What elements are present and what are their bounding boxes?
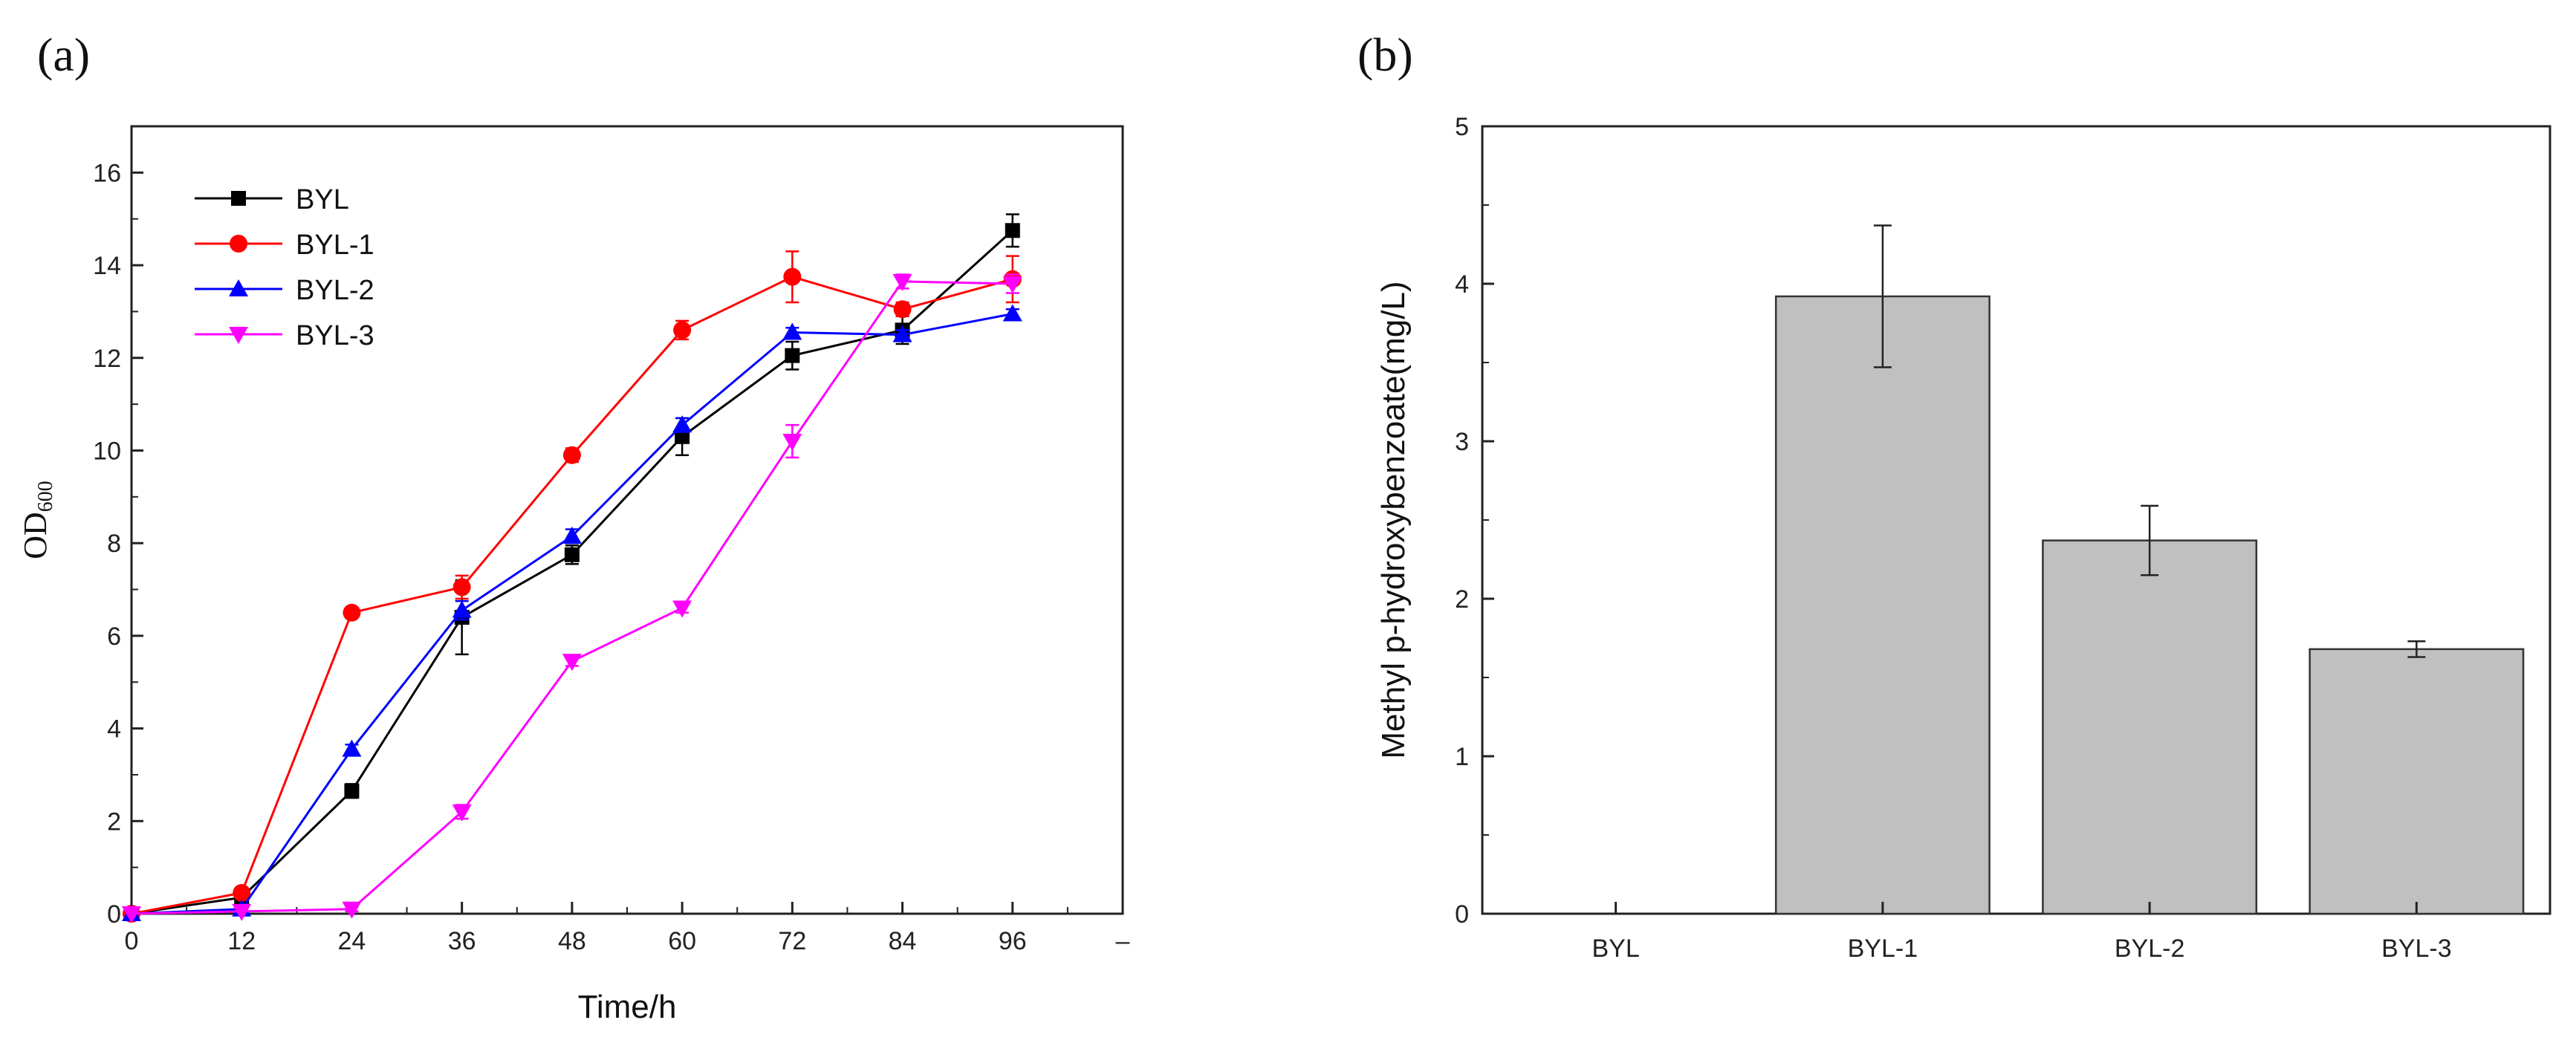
y-tick-label: 10 — [93, 437, 121, 465]
series-line-byl-1 — [131, 276, 1013, 915]
data-point-byl-1 — [452, 578, 471, 597]
data-point-byl-1 — [673, 321, 692, 339]
bar-byl-3 — [2309, 648, 2525, 915]
legend-item-byl-3: BYL-3 — [195, 320, 374, 351]
bars-b — [1774, 224, 2525, 915]
y-tick-label: 14 — [93, 252, 121, 280]
data-point-byl-3 — [782, 434, 802, 451]
y-tick-label: 0 — [1455, 900, 1469, 929]
y-tick-label: 2 — [1455, 585, 1469, 614]
series-byl-1 — [123, 250, 1022, 923]
y-tick-label: 16 — [93, 159, 121, 187]
x-tick-label: 72 — [778, 927, 806, 955]
x-tick-label: 36 — [448, 927, 476, 955]
data-point-byl-3 — [1002, 276, 1022, 293]
y-axis-title-a-sub: 600 — [34, 481, 57, 512]
bar-chart-panel-b: (b) 0 1 2 3 4 5 BYL BYL-1 BYL-2 BYL-3 Methyl p-h… — [1357, 28, 2551, 963]
y-axis-title-a: OD600 — [17, 481, 57, 559]
y-tick-label: 12 — [93, 345, 121, 373]
y-axis-title-a-main: OD — [17, 512, 53, 559]
series-byl-3 — [122, 273, 1022, 923]
data-point-byl — [344, 783, 360, 799]
legend-item-byl-1: BYL-1 — [195, 230, 374, 261]
series-byl-2 — [122, 304, 1022, 921]
x-axis-title-a: Time/h — [578, 989, 677, 1025]
x-tick-label: 60 — [668, 927, 696, 955]
data-point-byl-2 — [452, 600, 472, 618]
bar-byl-2 — [2042, 539, 2258, 915]
data-point-byl — [785, 348, 800, 363]
data-point-byl-2 — [672, 415, 692, 433]
data-point-byl-2 — [562, 526, 582, 544]
bar-byl-1 — [1774, 295, 1991, 915]
x-tick-label: 84 — [889, 927, 917, 955]
data-point-byl — [1005, 223, 1020, 238]
x-tick-label: 96 — [999, 927, 1027, 955]
y-tick-label: 4 — [107, 715, 121, 744]
panel-label-b: (b) — [1357, 28, 1413, 81]
x-tick-label: – — [1116, 927, 1130, 955]
data-point-byl — [564, 547, 580, 562]
legend-marker — [229, 327, 248, 344]
x-tick-label: BYL-1 — [1848, 935, 1918, 963]
series-line-byl — [131, 230, 1013, 915]
series-line-byl-2 — [131, 313, 1013, 915]
data-point-byl-3 — [342, 901, 362, 919]
x-axis-b: BYL BYL-1 BYL-2 BYL-3 — [1592, 902, 2452, 963]
data-point-byl-2 — [782, 322, 802, 340]
series-byl — [124, 213, 1020, 921]
x-tick-label: 12 — [227, 927, 256, 955]
data-point-byl-1 — [562, 446, 581, 464]
y-tick-label: 8 — [107, 530, 121, 558]
legend-marker — [229, 279, 248, 296]
data-point-byl-2 — [1002, 304, 1022, 322]
data-point-byl-1 — [233, 883, 251, 902]
legend-label: BYL — [296, 184, 349, 215]
x-tick-label: 24 — [338, 927, 366, 955]
legend-item-byl-2: BYL-2 — [195, 275, 374, 306]
legend-label: BYL-3 — [296, 320, 374, 351]
legend-label: BYL-2 — [296, 275, 374, 306]
data-point-byl-3 — [562, 654, 582, 672]
legend-marker — [230, 235, 247, 253]
data-point-byl-2 — [892, 325, 912, 342]
data-point-byl-1 — [343, 603, 361, 622]
x-tick-label: BYL — [1592, 935, 1639, 963]
legend-label: BYL-1 — [296, 230, 374, 261]
data-point-byl-3 — [452, 804, 472, 822]
data-point-byl-2 — [342, 739, 362, 757]
data-point-byl-3 — [122, 906, 141, 923]
y-tick-label: 6 — [107, 623, 121, 651]
x-tick-label: BYL-2 — [2115, 935, 2185, 963]
data-point-byl-3 — [232, 903, 252, 921]
series-line-byl-3 — [131, 280, 1013, 915]
y-axis-b: 0 1 2 3 4 5 — [1455, 113, 1494, 929]
data-point-byl-3 — [672, 600, 692, 618]
y-tick-label: 4 — [1455, 270, 1469, 299]
data-point-byl-3 — [892, 273, 912, 291]
y-axis-a: 0 2 4 6 8 10 12 14 16 — [93, 159, 143, 929]
x-tick-label: 48 — [558, 927, 586, 955]
series-group-a — [122, 213, 1022, 923]
data-point-byl-1 — [893, 300, 912, 319]
legend-a: BYL BYL-1 BYL-2 BYL-3 — [195, 184, 374, 351]
y-tick-label: 5 — [1455, 113, 1469, 141]
panel-label-a: (a) — [37, 28, 90, 81]
x-tick-label: 0 — [125, 927, 139, 955]
y-tick-label: 2 — [107, 807, 121, 836]
x-tick-label: BYL-3 — [2381, 935, 2452, 963]
y-tick-label: 1 — [1455, 743, 1469, 771]
legend-marker — [231, 191, 246, 206]
y-tick-label: 0 — [107, 900, 121, 929]
data-point-byl-1 — [783, 267, 802, 286]
y-axis-title-b: Methyl p-hydroxybenzoate(mg/L) — [1375, 281, 1412, 758]
y-tick-label: 3 — [1455, 428, 1469, 456]
legend-item-byl: BYL — [195, 184, 349, 215]
x-axis-a: 0 12 24 36 48 60 72 84 96 – — [125, 902, 1130, 955]
